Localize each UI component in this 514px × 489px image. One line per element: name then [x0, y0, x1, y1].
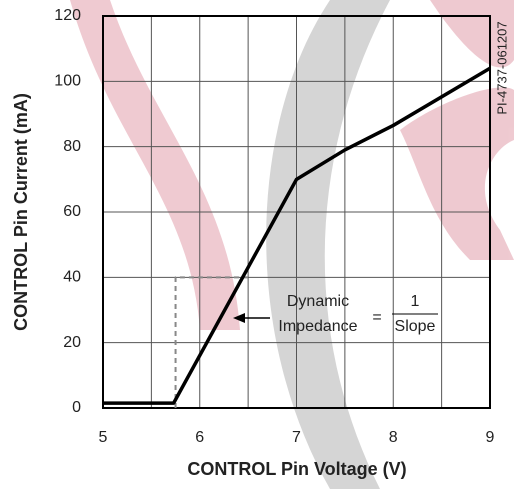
y-tick-label: 120 — [54, 7, 81, 24]
watermark — [70, 0, 514, 489]
x-axis-title: CONTROL Pin Voltage (V) — [187, 459, 406, 479]
annotation-equals: = — [372, 309, 381, 326]
guide-line — [174, 276, 249, 408]
figure-id: PI-4737-061207 — [494, 21, 509, 114]
x-tick-label: 7 — [292, 429, 301, 446]
x-tick-label: 6 — [195, 429, 204, 446]
annotation-denominator: Slope — [395, 318, 436, 335]
y-tick-label: 60 — [63, 203, 81, 220]
annotation-numerator: 1 — [411, 293, 420, 310]
arrow-head — [233, 313, 245, 323]
plot-frame — [102, 15, 491, 409]
x-tick-label: 8 — [389, 429, 398, 446]
annotation: Dynamic Impedance = 1 Slope — [233, 293, 438, 335]
y-tick-label: 100 — [54, 73, 81, 90]
y-tick-label: 40 — [63, 269, 81, 286]
annotation-text: Dynamic — [287, 293, 349, 310]
y-tick-label: 0 — [72, 399, 81, 416]
x-tick-label: 5 — [99, 429, 108, 446]
y-tick-label: 80 — [63, 138, 81, 155]
y-axis-title: CONTROL Pin Current (mA) — [11, 93, 31, 331]
data-line — [103, 66, 491, 405]
annotation-text: Impedance — [278, 318, 357, 335]
y-tick-label: 20 — [63, 334, 81, 351]
x-tick-label: 9 — [486, 429, 495, 446]
